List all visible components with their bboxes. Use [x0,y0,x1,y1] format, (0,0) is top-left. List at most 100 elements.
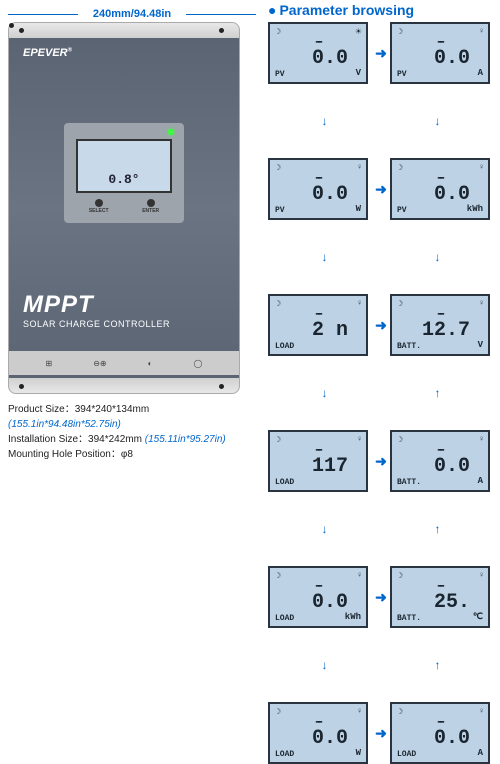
lcd-unit: A [478,476,483,486]
arrow-right-icon: ➜ [372,453,390,470]
lcd-value: 0.0 [312,183,348,206]
bulb-icon: ♀ [479,571,484,581]
mppt-label: MPPT SOLAR CHARGE CONTROLLER [23,291,170,329]
panel-icon [316,446,320,454]
terminal-icon: ⊞ [46,359,53,368]
lcd-screen: ☽ ♀ LOAD 0.0kWh [268,566,368,628]
select-button[interactable]: SELECT [89,199,109,214]
moon-icon: ☽ [274,27,281,37]
arrow-vertical-icon: ↓↓ [268,116,494,126]
bulb-icon: ♀ [357,707,362,717]
lcd-value: 25. [434,591,470,614]
terminal-icon: ◐ [148,359,153,368]
lcd-screen: ☽♀LOAD0.0W [268,702,368,764]
arrow-right-icon: ➜ [372,725,390,742]
lcd-value: 0.0 [434,727,470,750]
status-led-icon [168,129,174,135]
lcd-screen: ☽♀PV0.0W [268,158,368,220]
bulb-icon: ♀ [357,571,362,581]
moon-icon: ☽ [274,707,281,717]
lcd-label: PV [397,206,407,215]
terminal-row: ⊞ ⊖⊕ ◐ ◯ [9,351,239,375]
lcd-value: 117 [312,455,348,478]
lcd-value: 0.0 [312,727,348,750]
specs-block: Product Size：394*240*134mm (155.1in*94.4… [8,402,256,462]
lcd-value: 12.7 [422,319,470,342]
lcd-unit: A [478,68,483,78]
lcd-label: LOAD [397,750,416,759]
arrow-vertical-icon: ↓↑ [268,660,494,670]
lcd-label: LOAD [275,342,294,351]
bulb-icon: ♀ [479,299,484,309]
lcd-unit: ℃ [473,612,483,622]
bulb-icon: ☀ [355,27,362,37]
lcd-screen: ☽♀LOAD2 n [268,294,368,356]
panel-icon [438,582,442,590]
panel-icon [316,38,320,46]
enter-button[interactable]: ENTER [142,199,159,214]
moon-icon: ☽ [396,435,403,445]
lcd-screen: ☽♀BATT.12.7V [390,294,490,356]
device-screen-frame: 0.8° SELECT ENTER [64,123,184,223]
moon-icon: ☽ [396,27,403,37]
lcd-screen: ☽ ♀ PV 0.0kWh [390,158,490,220]
lcd-grid: ☽☀PV0.0V➜☽♀PV0.0A↓↓☽♀PV0.0W➜☽♀PV0.0kWh↓↓… [268,22,494,764]
device-lcd: 0.8° [76,139,172,193]
panel-icon [316,174,320,182]
lcd-value: 0.0 [434,455,470,478]
lcd-unit: kWh [467,204,483,214]
moon-icon: ☽ [396,299,403,309]
lcd-label: LOAD [275,750,294,759]
panel-icon [316,310,320,318]
lcd-value: 0.0 [434,47,470,70]
arrow-vertical-icon: ↓↓ [268,252,494,262]
lcd-unit: A [478,748,483,758]
lcd-value: 0.0 [434,183,470,206]
lcd-screen: ☽ ♀ LOAD 0.0 A [390,702,490,764]
bulb-icon: ♀ [357,435,362,445]
panel-icon [438,310,442,318]
terminal-icon: ◯ [194,359,203,368]
terminal-icon: ⊖⊕ [93,359,106,368]
moon-icon: ☽ [274,571,281,581]
lcd-label: LOAD [275,614,294,623]
moon-icon: ☽ [274,163,281,173]
width-dimension: 240mm/94.48in [8,8,256,20]
lcd-label: LOAD [275,478,294,487]
arrow-vertical-icon: ↓↑ [268,524,494,534]
lcd-label: PV [397,70,407,79]
lcd-value: 2 n [312,319,348,342]
arrow-vertical-icon: ↓↑ [268,388,494,398]
lcd-unit: kWh [345,612,361,622]
lcd-screen: ☽ ☀ PV 0.0 V [268,22,368,84]
lcd-label: PV [275,70,285,79]
lcd-screen: ☽♀BATT.0.0A [390,430,490,492]
lcd-screen: ☽♀BATT.25.℃ [390,566,490,628]
lcd-screen: ☽♀PV0.0A [390,22,490,84]
lcd-value: 0.0 [312,591,348,614]
bulb-icon: ♀ [479,707,484,717]
brand-logo: EPEVER® [23,47,72,59]
lcd-unit: V [356,68,361,78]
device-body: EPEVER® 0.8° SELECT ENTER MPPT SOLAR CHA… [8,22,240,394]
lcd-label: BATT. [397,614,421,623]
parameter-browsing-title: Parameter browsing [268,2,494,18]
panel-icon [316,582,320,590]
panel-icon [438,174,442,182]
panel-icon [438,446,442,454]
moon-icon: ☽ [274,299,281,309]
lcd-unit: V [478,340,483,350]
lcd-label: PV [275,206,285,215]
moon-icon: ☽ [274,435,281,445]
bulb-icon: ♀ [479,435,484,445]
lcd-screen: ☽ ♀ LOAD 117 [268,430,368,492]
lcd-value: 0.0 [312,47,348,70]
bulb-icon: ♀ [479,163,484,173]
moon-icon: ☽ [396,163,403,173]
arrow-right-icon: ➜ [372,589,390,606]
lcd-unit: W [356,204,361,214]
arrow-right-icon: ➜ [372,45,390,62]
moon-icon: ☽ [396,707,403,717]
arrow-right-icon: ➜ [372,181,390,198]
panel-icon [438,38,442,46]
